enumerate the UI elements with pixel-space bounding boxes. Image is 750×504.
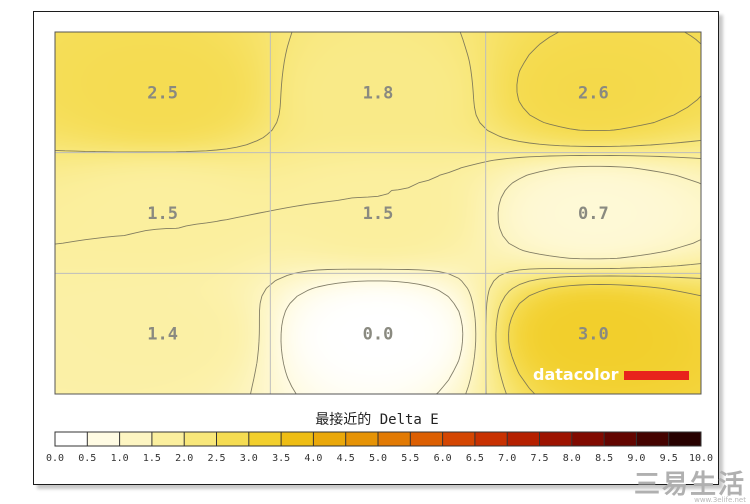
colorbar-tick-label: 4.0 bbox=[304, 453, 322, 464]
cell-value-label: 1.8 bbox=[363, 83, 394, 103]
colorbar-tick-labels: 0.0 0.5 1.0 1.5 2.0 2.5 3.0 3.5 4.0 4.5 5.0 5.5 6.0 6… bbox=[46, 453, 713, 464]
heatmap-raster bbox=[55, 32, 701, 394]
colorbar-segment bbox=[87, 432, 121, 446]
colorbar-tick-label: 0.0 bbox=[46, 453, 64, 464]
watermark-url: www.3elife.net bbox=[694, 496, 746, 504]
cell-value-label: 0.0 bbox=[363, 325, 394, 345]
colorbar-tick-label: 7.5 bbox=[530, 453, 548, 464]
plot-border bbox=[54, 31, 702, 395]
colorbar-tick-label: 1.5 bbox=[143, 453, 161, 464]
colorbar-segment bbox=[507, 432, 540, 446]
colorbar-segment bbox=[151, 432, 185, 446]
cell-value-label: 1.5 bbox=[147, 204, 178, 224]
colorbar-segment bbox=[378, 432, 411, 446]
colorbar-segment bbox=[184, 432, 217, 446]
colorbar-tick-label: 4.5 bbox=[337, 453, 355, 464]
colorbar-segment bbox=[119, 432, 153, 446]
cell-labels: 2.5 1.8 2.6 1.5 1.5 0.7 1.4 0.0 3.0 bbox=[147, 83, 608, 344]
colorbar-tick-label: 7.0 bbox=[498, 453, 516, 464]
contour-line bbox=[508, 31, 702, 395]
watermark-name: 三易生活 bbox=[633, 470, 746, 500]
colorbar-tick-label: 2.0 bbox=[175, 453, 193, 464]
colorbar-segment bbox=[313, 432, 347, 446]
colorbar-segment bbox=[668, 432, 702, 446]
colorbar-tick-label: 6.5 bbox=[466, 453, 484, 464]
colorbar-segment bbox=[604, 432, 637, 446]
colorbar-segment bbox=[410, 432, 444, 446]
colorbar-segment bbox=[281, 432, 314, 446]
colorbar-tick-label: 9.0 bbox=[627, 453, 645, 464]
colorbar-tick-label: 10.0 bbox=[689, 453, 713, 464]
cell-value-label: 3.0 bbox=[578, 325, 609, 345]
cell-value-label: 1.5 bbox=[363, 204, 394, 224]
colorbar-segment bbox=[216, 432, 250, 446]
contour-line bbox=[54, 154, 702, 395]
colorbar-tick-label: 8.5 bbox=[595, 453, 613, 464]
colorbar-segment bbox=[571, 432, 605, 446]
contour-line bbox=[280, 280, 464, 395]
chart-title: 最接近的 Delta E bbox=[315, 411, 438, 428]
colorbar-segment bbox=[442, 432, 476, 446]
colorbar-segment bbox=[636, 432, 670, 446]
heatmap-chart: 2.5 1.8 2.6 1.5 1.5 0.7 1.4 0.0 3.0 datacolor 最接… bbox=[46, 31, 713, 464]
contour-lines bbox=[54, 31, 702, 395]
contour-line bbox=[250, 165, 702, 395]
contour-line bbox=[54, 31, 702, 395]
logo-bar bbox=[624, 371, 689, 380]
colorbar-segment bbox=[55, 432, 88, 446]
colorbar-tick-label: 8.0 bbox=[563, 453, 581, 464]
grid-lines bbox=[54, 31, 702, 395]
colorbar-tick-label: 3.5 bbox=[272, 453, 290, 464]
colorbar-tick-label: 9.5 bbox=[660, 453, 678, 464]
cell-value-label: 2.6 bbox=[578, 83, 609, 103]
cell-value-label: 2.5 bbox=[147, 83, 178, 103]
chart-frame: 2.5 1.8 2.6 1.5 1.5 0.7 1.4 0.0 3.0 datacolor 最接… bbox=[33, 11, 719, 485]
colorbar-segment bbox=[474, 432, 508, 446]
colorbar-tick-label: 5.0 bbox=[369, 453, 387, 464]
cell-value-label: 1.4 bbox=[147, 325, 178, 345]
logo-text: datacolor bbox=[533, 365, 619, 384]
colorbar-tick-label: 3.0 bbox=[240, 453, 258, 464]
site-watermark: 三易生活 www.3elife.net bbox=[634, 472, 746, 504]
colorbar-tick-label: 1.0 bbox=[111, 453, 129, 464]
datacolor-logo: datacolor bbox=[533, 365, 689, 384]
colorbar-segment bbox=[248, 432, 282, 446]
colorbar-segment bbox=[345, 432, 379, 446]
colorbar bbox=[54, 431, 702, 447]
colorbar-segment bbox=[539, 432, 573, 446]
colorbar-tick-label: 6.0 bbox=[434, 453, 452, 464]
heatmap-image bbox=[55, 32, 701, 394]
colorbar-tick-label: 0.5 bbox=[78, 453, 96, 464]
colorbar-tick-label: 5.5 bbox=[401, 453, 419, 464]
cell-value-label: 0.7 bbox=[578, 204, 609, 224]
colorbar-tick-label: 2.5 bbox=[207, 453, 225, 464]
